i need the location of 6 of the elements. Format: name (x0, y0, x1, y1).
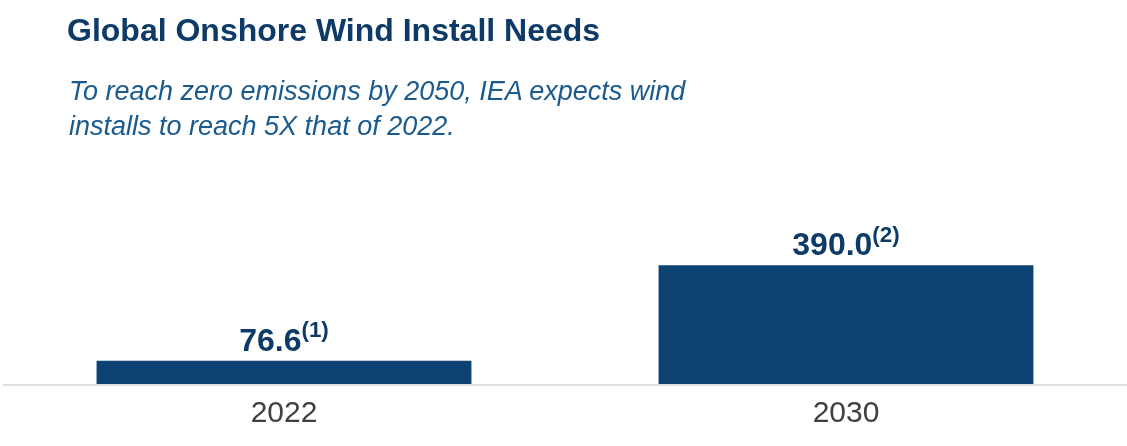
chart-title: Global Onshore Wind Install Needs (67, 12, 601, 48)
x-tick-label: 2022 (250, 395, 318, 428)
chart-subtitle: To reach zero emissions by 2050, IEA expects wind installs to reach 5X that of 2022. (69, 76, 687, 142)
data-label: 76.6$^{(1)}$ (239, 317, 329, 358)
x-tick-label: 2030 (812, 395, 880, 428)
data-label: 390.0$^{(2)}$ (792, 221, 900, 263)
